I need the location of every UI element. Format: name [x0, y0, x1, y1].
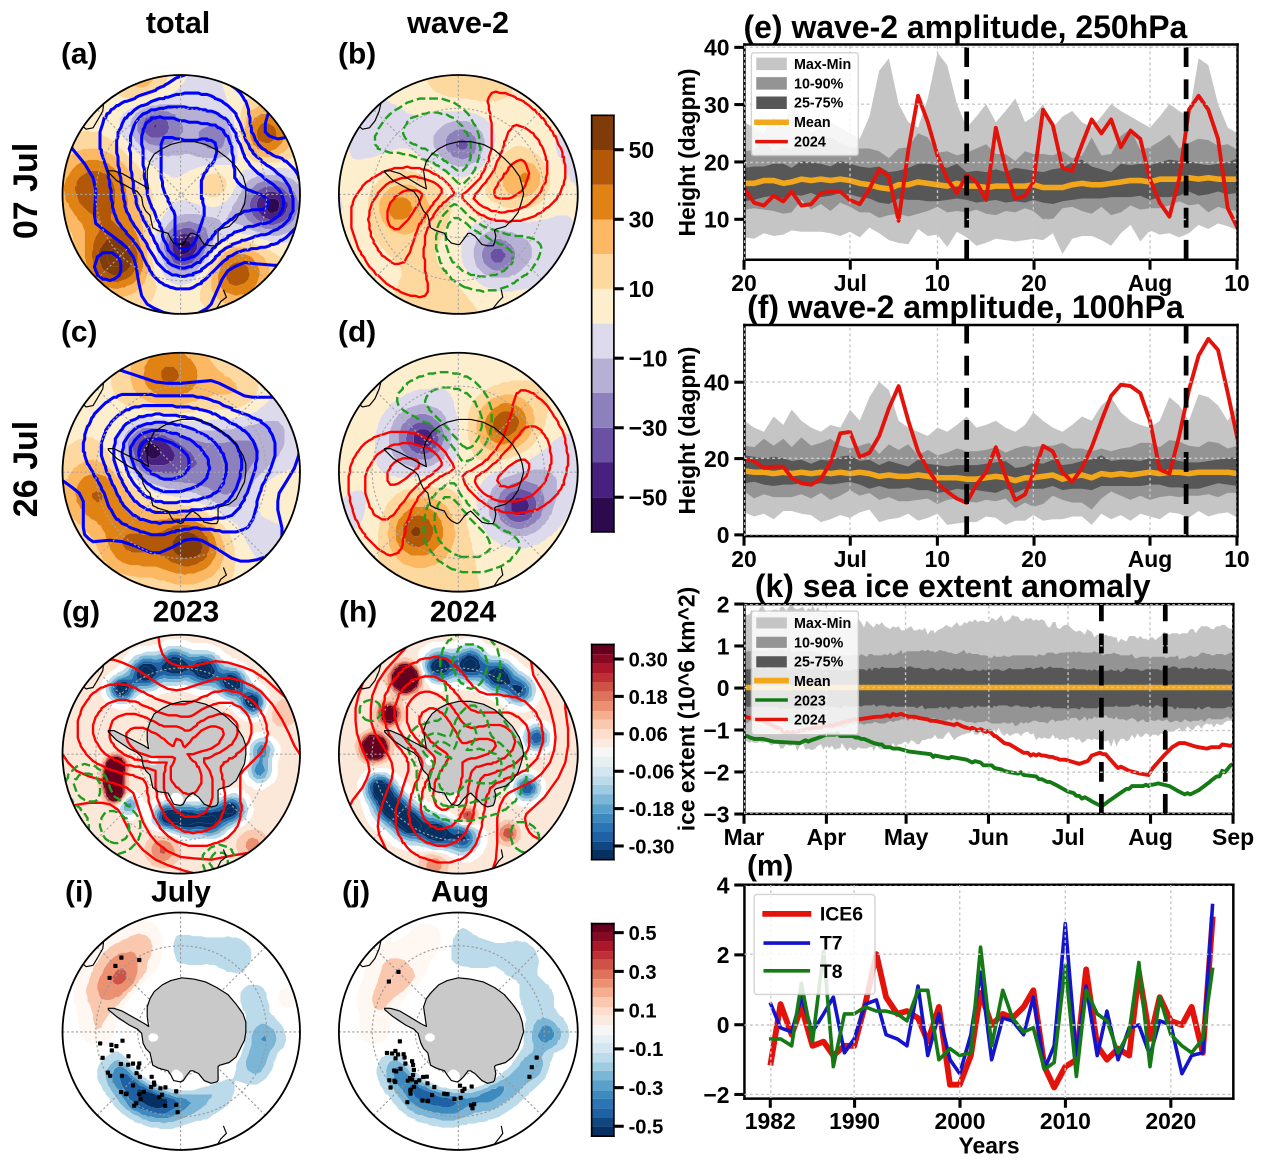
svg-text:(m): (m) — [747, 850, 793, 883]
svg-text:20: 20 — [731, 546, 756, 572]
svg-text:30: 30 — [704, 92, 729, 118]
svg-text:(j): (j) — [342, 876, 370, 909]
svg-text:wave-2: wave-2 — [406, 6, 509, 40]
svg-text:−2: −2 — [703, 759, 729, 785]
svg-text:20: 20 — [731, 270, 756, 296]
svg-text:50: 50 — [629, 137, 654, 163]
svg-text:ice extent (10^6 km^2): ice extent (10^6 km^2) — [673, 587, 699, 831]
svg-text:July: July — [151, 876, 211, 909]
svg-text:−2: −2 — [703, 1082, 729, 1108]
svg-text:2: 2 — [717, 591, 730, 617]
svg-text:-0.06: -0.06 — [629, 761, 675, 783]
svg-text:-0.1: -0.1 — [629, 1039, 664, 1061]
svg-text:-0.18: -0.18 — [629, 799, 675, 821]
svg-text:10: 10 — [925, 270, 950, 296]
svg-text:May: May — [884, 824, 929, 850]
svg-text:Aug: Aug — [1128, 824, 1173, 850]
svg-text:40: 40 — [704, 370, 729, 396]
svg-text:(a): (a) — [61, 38, 98, 71]
svg-text:0.5: 0.5 — [629, 923, 657, 945]
svg-text:2: 2 — [717, 942, 730, 968]
svg-text:2020: 2020 — [1145, 1108, 1196, 1134]
svg-text:10: 10 — [629, 276, 654, 302]
svg-text:40: 40 — [704, 35, 729, 61]
svg-text:0.30: 0.30 — [629, 649, 668, 671]
svg-text:(b): (b) — [338, 38, 376, 71]
svg-text:20: 20 — [1021, 546, 1046, 572]
svg-text:10-90%: 10-90% — [794, 76, 844, 92]
svg-text:−3: −3 — [703, 801, 729, 827]
svg-text:Apr: Apr — [807, 824, 847, 850]
svg-text:Max-Min: Max-Min — [794, 616, 851, 632]
svg-text:20: 20 — [704, 149, 729, 175]
svg-text:20: 20 — [1021, 270, 1046, 296]
svg-text:30: 30 — [629, 207, 654, 233]
svg-text:26 Jul: 26 Jul — [7, 421, 45, 517]
svg-text:(i): (i) — [65, 876, 93, 909]
svg-text:Height (dagpm): Height (dagpm) — [674, 347, 700, 515]
svg-text:−10: −10 — [629, 346, 668, 372]
svg-text:-0.30: -0.30 — [629, 836, 675, 858]
svg-text:−30: −30 — [629, 415, 668, 441]
svg-text:0.18: 0.18 — [629, 687, 668, 709]
svg-text:10: 10 — [1224, 546, 1249, 572]
svg-text:2023: 2023 — [794, 693, 826, 709]
svg-text:Jul: Jul — [1052, 824, 1085, 850]
svg-text:10: 10 — [925, 546, 950, 572]
svg-text:25-75%: 25-75% — [794, 655, 844, 671]
svg-text:(h): (h) — [339, 596, 377, 629]
svg-text:0.06: 0.06 — [629, 724, 668, 746]
svg-text:Height (dagpm): Height (dagpm) — [674, 69, 700, 237]
svg-text:Mean: Mean — [794, 674, 831, 690]
svg-text:2024: 2024 — [794, 713, 826, 729]
svg-text:07 Jul: 07 Jul — [7, 143, 45, 239]
svg-text:2000: 2000 — [935, 1108, 986, 1134]
svg-text:20: 20 — [704, 446, 729, 472]
svg-text:-0.3: -0.3 — [629, 1078, 664, 1100]
svg-text:0: 0 — [717, 522, 730, 548]
svg-text:Mar: Mar — [724, 824, 765, 850]
svg-text:10-90%: 10-90% — [794, 635, 844, 651]
svg-text:4: 4 — [717, 872, 730, 898]
svg-text:2024: 2024 — [794, 134, 826, 150]
svg-text:1990: 1990 — [829, 1108, 880, 1134]
svg-text:10: 10 — [704, 207, 729, 233]
svg-text:0.1: 0.1 — [629, 1001, 657, 1023]
svg-text:2023: 2023 — [153, 596, 219, 629]
svg-text:(k) sea ice extent anomaly: (k) sea ice extent anomaly — [755, 568, 1151, 604]
svg-text:Aug: Aug — [1128, 270, 1173, 296]
svg-text:Jul: Jul — [834, 546, 867, 572]
svg-text:Aug: Aug — [431, 876, 489, 909]
svg-text:Jun: Jun — [968, 824, 1009, 850]
svg-text:Max-Min: Max-Min — [794, 57, 851, 73]
svg-text:-0.5: -0.5 — [629, 1117, 664, 1139]
svg-text:Years: Years — [958, 1132, 1019, 1158]
svg-text:(c): (c) — [61, 316, 98, 349]
svg-text:(f) wave-2 amplitude, 100hPa: (f) wave-2 amplitude, 100hPa — [747, 289, 1184, 325]
svg-text:0.3: 0.3 — [629, 962, 657, 984]
svg-text:−1: −1 — [703, 717, 729, 743]
svg-text:total: total — [146, 6, 210, 40]
svg-text:(e) wave-2 amplitude, 250hPa: (e) wave-2 amplitude, 250hPa — [744, 9, 1188, 45]
svg-text:2024: 2024 — [430, 596, 497, 629]
svg-text:0: 0 — [717, 1012, 730, 1038]
svg-text:Aug: Aug — [1128, 546, 1173, 572]
svg-text:25-75%: 25-75% — [794, 96, 844, 112]
svg-text:Jul: Jul — [834, 270, 867, 296]
svg-text:0: 0 — [717, 675, 730, 701]
svg-text:(d): (d) — [338, 316, 376, 349]
svg-text:1: 1 — [717, 633, 730, 659]
svg-text:1982: 1982 — [745, 1108, 796, 1134]
svg-text:−50: −50 — [629, 485, 668, 511]
svg-text:10: 10 — [1224, 270, 1249, 296]
svg-text:Sep: Sep — [1212, 824, 1254, 850]
svg-text:ICE6: ICE6 — [820, 903, 863, 925]
svg-text:2010: 2010 — [1040, 1108, 1091, 1134]
svg-text:T7: T7 — [820, 932, 843, 954]
svg-text:(g): (g) — [62, 596, 100, 629]
svg-text:Mean: Mean — [794, 115, 831, 131]
svg-text:T8: T8 — [820, 961, 843, 983]
